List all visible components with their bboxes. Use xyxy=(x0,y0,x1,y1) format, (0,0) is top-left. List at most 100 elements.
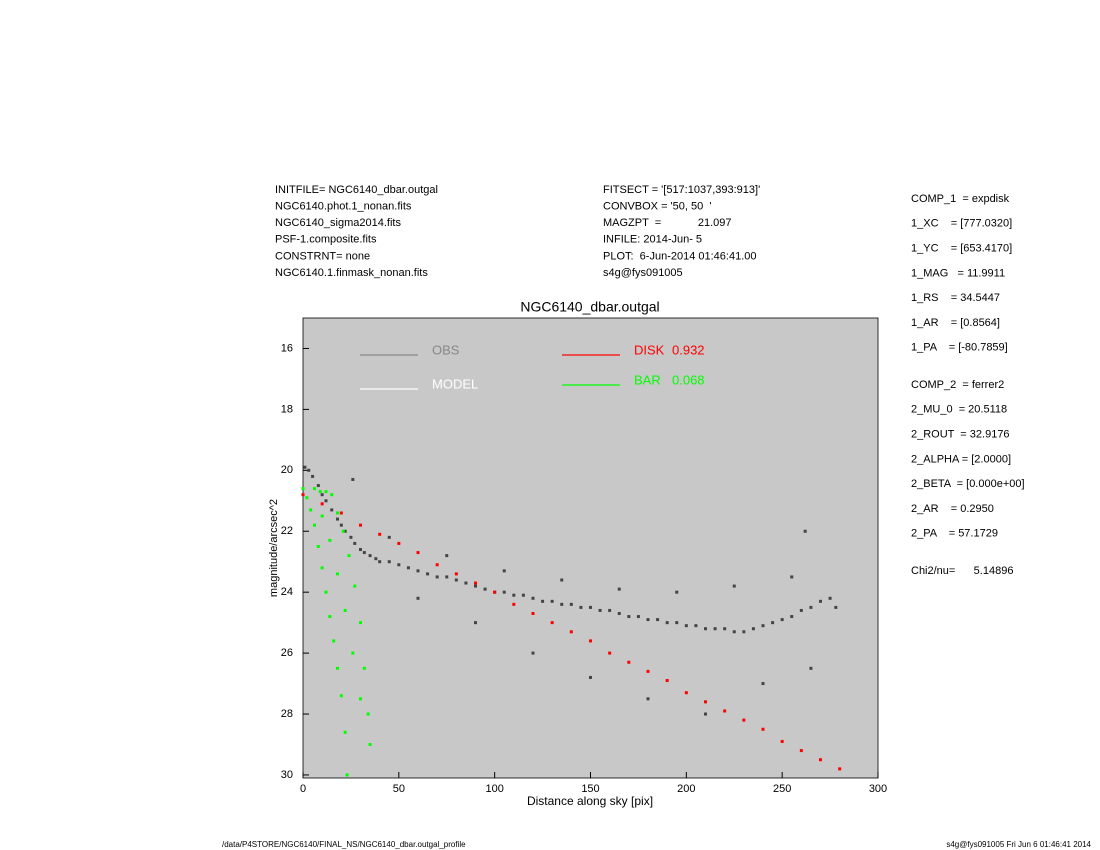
param-line: COMP_2 = ferrer2 xyxy=(911,379,1004,391)
y-tick-label: 26 xyxy=(281,647,293,659)
data-point xyxy=(313,523,316,527)
init-line: CONSTRNT= none xyxy=(275,250,370,262)
data-point xyxy=(704,627,707,631)
data-point xyxy=(351,651,355,655)
y-tick-label: 24 xyxy=(281,586,293,598)
data-point xyxy=(541,599,545,603)
data-point xyxy=(309,508,313,512)
data-point xyxy=(627,615,631,619)
data-point xyxy=(493,590,497,594)
x-axis-label: Distance along sky [pix] xyxy=(527,794,653,808)
data-point xyxy=(675,590,679,594)
data-point xyxy=(474,584,477,588)
data-point xyxy=(704,712,707,716)
data-point xyxy=(320,502,324,506)
data-point xyxy=(435,563,439,567)
data-point xyxy=(531,651,535,655)
data-point xyxy=(608,651,612,655)
data-point xyxy=(531,596,535,600)
data-point xyxy=(627,660,631,664)
data-point xyxy=(675,621,679,625)
data-point xyxy=(343,730,347,734)
data-point xyxy=(435,575,439,579)
param-line: 1_XC = [777.0320] xyxy=(911,218,1012,230)
data-point xyxy=(809,666,813,670)
data-point xyxy=(311,474,315,478)
param-line: 1_RS = 34.5447 xyxy=(911,292,1000,304)
data-point xyxy=(474,621,477,625)
data-point xyxy=(838,767,842,771)
data-point xyxy=(751,627,755,631)
data-point xyxy=(336,666,339,670)
footer-path: /data/P4STORE/NGC6140/FINAL_NS/NGC6140_d… xyxy=(222,840,466,849)
data-point xyxy=(378,532,382,536)
data-point xyxy=(665,621,669,625)
data-point xyxy=(819,758,822,762)
data-point xyxy=(345,773,349,777)
plot-area xyxy=(302,317,879,779)
data-point xyxy=(771,621,775,625)
x-tick-label: 300 xyxy=(869,783,887,795)
data-point xyxy=(819,599,822,603)
data-point xyxy=(362,551,366,555)
data-point xyxy=(723,709,727,713)
data-point xyxy=(742,630,746,634)
data-point xyxy=(353,584,357,588)
legend-fraction: 0.068 xyxy=(672,372,705,387)
init-line: NGC6140.1.finmask_nonan.fits xyxy=(275,267,428,279)
data-point xyxy=(387,560,391,564)
data-point xyxy=(318,490,322,494)
fit-line: INFILE: 2014-Jun- 5 xyxy=(603,234,702,246)
data-point xyxy=(445,575,449,579)
data-point xyxy=(320,566,324,570)
param-line: 1_MAG = 11.9911 xyxy=(911,267,1005,279)
data-point xyxy=(684,624,688,628)
data-point xyxy=(732,630,736,634)
init-line: INITFILE= NGC6140_dbar.outgal xyxy=(275,184,438,196)
y-tick-label: 30 xyxy=(281,769,293,781)
data-point xyxy=(374,557,378,561)
fit-line: MAGZPT = 21.097 xyxy=(603,217,732,229)
y-tick-label: 16 xyxy=(281,342,293,354)
data-point xyxy=(464,581,468,585)
data-point xyxy=(589,639,592,643)
y-tick-label: 18 xyxy=(281,403,293,415)
data-point xyxy=(397,563,401,567)
param-line: COMP_1 = expdisk xyxy=(911,193,1010,205)
data-point xyxy=(713,627,717,631)
data-point xyxy=(368,554,372,558)
data-point xyxy=(336,511,339,515)
data-point xyxy=(502,569,506,573)
data-point xyxy=(723,627,727,631)
data-point xyxy=(803,529,807,533)
data-point xyxy=(799,608,803,612)
data-point xyxy=(320,493,324,497)
data-point xyxy=(366,712,370,716)
data-point xyxy=(656,618,660,622)
data-point xyxy=(339,523,343,527)
data-point xyxy=(353,541,357,545)
legend-label: OBS xyxy=(432,342,460,357)
data-point xyxy=(454,572,458,576)
data-point xyxy=(416,569,420,573)
data-point xyxy=(694,624,698,628)
data-point xyxy=(343,608,347,612)
data-point xyxy=(521,593,525,597)
data-point xyxy=(646,618,650,622)
data-point xyxy=(761,727,765,731)
data-point xyxy=(790,615,794,619)
data-point xyxy=(328,538,332,542)
data-point xyxy=(359,697,362,701)
fit-line: FITSECT = '[517:1037,393:913]' xyxy=(603,184,760,196)
data-point xyxy=(550,599,554,603)
fit-line: s4g@fys091005 xyxy=(603,267,683,279)
data-point xyxy=(336,572,339,576)
data-point xyxy=(339,694,343,698)
legend-label: DISK xyxy=(634,342,665,357)
x-tick-label: 0 xyxy=(300,783,306,795)
param-line: 1_PA = [-80.7859] xyxy=(911,342,1008,354)
data-point xyxy=(316,544,320,548)
data-point xyxy=(359,621,362,625)
data-point xyxy=(569,630,573,634)
